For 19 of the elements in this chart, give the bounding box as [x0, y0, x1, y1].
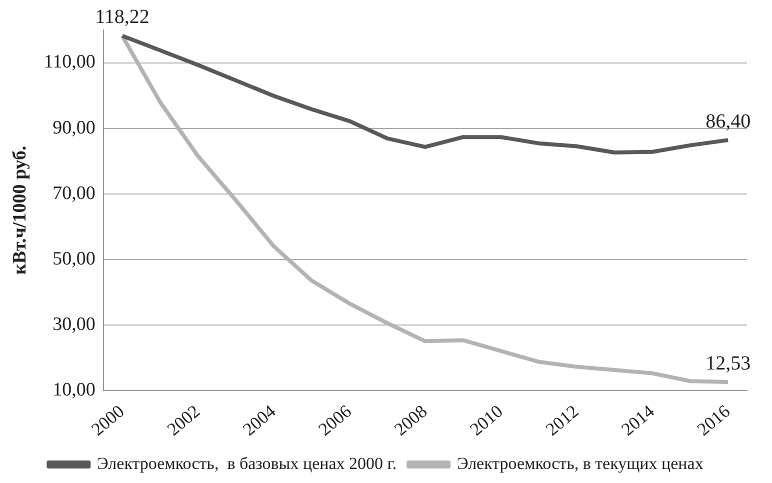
legend-label: Электроемкость, в текущих ценах: [457, 454, 704, 473]
x-tick-label: 2010: [466, 400, 507, 440]
y-tick-label: 90,00: [52, 117, 96, 138]
y-tick-label: 50,00: [52, 248, 96, 270]
x-tick-label: 2014: [618, 400, 658, 440]
x-tick-label: 2008: [390, 400, 431, 440]
x-tick-label: 2004: [238, 400, 280, 440]
x-tick-label: 2002: [163, 400, 204, 440]
x-tick-label: 2000: [87, 400, 128, 440]
y-tick-label: 30,00: [52, 314, 96, 335]
x-tick-label: 2012: [542, 400, 582, 440]
y-tick-label: 10,00: [52, 379, 96, 400]
data-label: 86,40: [706, 110, 751, 132]
y-tick-label: 110,00: [44, 52, 96, 73]
data-label: 12,53: [706, 352, 751, 374]
legend-label: Электроемкость, в базовых ценах 2000 г.: [97, 454, 397, 473]
data-label: 118,22: [95, 6, 150, 28]
y-axis-title: кВт.ч/1000 руб.: [9, 146, 30, 275]
y-tick-label: 70,00: [52, 182, 96, 204]
